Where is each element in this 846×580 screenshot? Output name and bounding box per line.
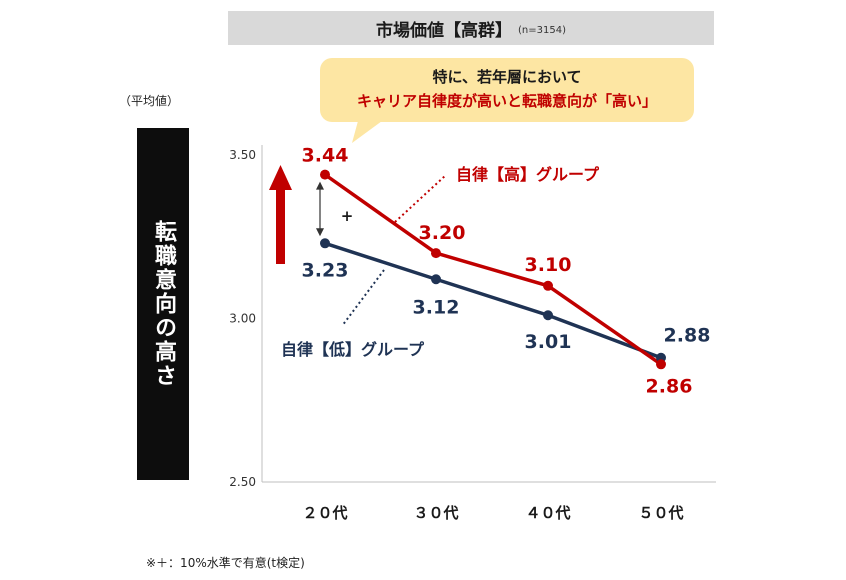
x-tick-label: ４０代: [525, 504, 570, 522]
chart-title-bar: 市場価値【高群】 (n=3154): [228, 11, 714, 45]
y-axis-title-box: 転職意向の高さ: [137, 128, 189, 480]
up-arrow-head: [269, 165, 292, 190]
significance-mark: +: [341, 207, 354, 225]
callout-tail: [352, 121, 382, 143]
legend-label-high: 自律【高】グループ: [456, 165, 600, 184]
data-point-low: [431, 274, 441, 285]
data-label-high: 2.86: [646, 375, 693, 397]
data-label-low: 3.23: [302, 259, 349, 281]
legend-label-low: 自律【低】グループ: [281, 340, 425, 359]
sample-size: (n=3154): [518, 24, 566, 36]
footnote: ※＋：10%水準で有意(t検定): [146, 556, 305, 570]
callout-box: 特に、若年層において キャリア自律度が高いと転職意向が「高い」: [320, 58, 694, 122]
data-point-high: [543, 280, 553, 291]
data-point-low: [320, 238, 330, 249]
data-label-high: 3.10: [525, 254, 572, 276]
data-label-low: 3.01: [525, 331, 572, 353]
callout-line-1: 特に、若年層において: [432, 68, 582, 86]
data-point-high: [320, 169, 330, 180]
y-tick-label: 3.50: [229, 148, 256, 162]
data-label-low: 3.12: [413, 296, 460, 318]
chart-title: 市場価値【高群】: [376, 20, 513, 41]
y-tick-label: 2.50: [229, 475, 256, 489]
bracket-arrow-up: [316, 181, 324, 190]
y-tick-label: 3.00: [229, 312, 256, 326]
data-point-high: [656, 359, 666, 370]
x-tick-label: ２０代: [302, 504, 347, 522]
data-label-high: 3.20: [419, 222, 466, 244]
x-tick-label: ５０代: [638, 504, 683, 522]
legend-leader-high: [394, 174, 447, 223]
data-point-low: [543, 310, 553, 321]
y-axis-title: 転職意向の高さ: [151, 220, 176, 388]
up-arrow-shaft: [276, 186, 285, 264]
data-label-high: 3.44: [302, 145, 349, 167]
y-unit-label: （平均値）: [119, 94, 180, 108]
bracket-arrow-down: [316, 228, 324, 237]
series-line-high: [323, 173, 662, 366]
data-point-high: [431, 248, 441, 259]
legend-leader-low: [341, 269, 385, 327]
callout-line-2: キャリア自律度が高いと転職意向が「高い」: [356, 92, 657, 110]
series-line-low: [324, 241, 662, 360]
data-label-low: 2.88: [664, 325, 711, 347]
x-tick-label: ３０代: [413, 504, 458, 522]
